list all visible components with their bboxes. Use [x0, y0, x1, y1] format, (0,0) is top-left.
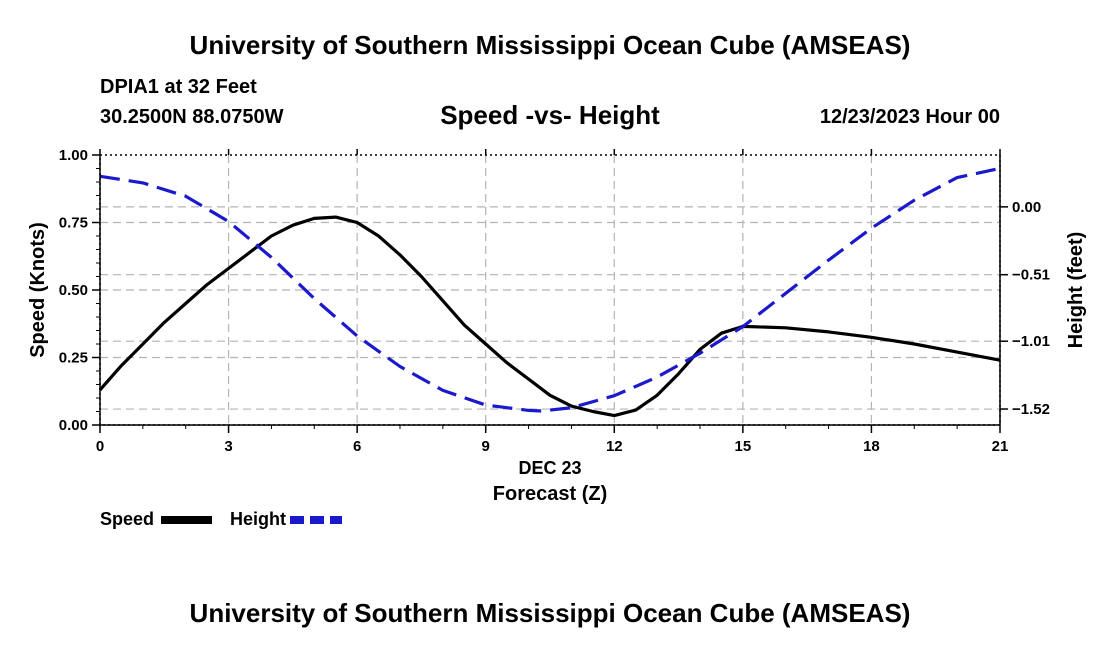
series-lines	[98, 166, 1001, 418]
legend: Speed Height	[100, 509, 342, 529]
tick-labels: 0 3 6 9 12 15 18 21 0.00 0.25 0.50 0.75 1.00 0.00 −0.5…	[59, 147, 1050, 455]
y-tick-label: 1.00	[59, 147, 88, 164]
y-axis-label: Speed (Knots)	[27, 222, 49, 358]
x-sublabel: DEC 23	[518, 458, 581, 478]
x-tick-label: 9	[482, 438, 490, 455]
chart-subtitle: Speed -vs- Height	[440, 100, 660, 130]
chart-footer-title: University of Southern Mississippi Ocean…	[189, 598, 911, 628]
height-series-line	[99, 166, 1001, 413]
x-tick-label: 21	[992, 438, 1009, 455]
y-tick-label: 0.75	[59, 215, 88, 232]
x-tick-label: 18	[863, 438, 880, 455]
x-tick-label: 6	[353, 438, 361, 455]
forecast-datetime: 12/23/2023 Hour 00	[819, 106, 1000, 128]
y2-tick-label: 0.00	[1012, 199, 1041, 216]
y2-axis-label: Height (feet)	[1065, 232, 1087, 349]
chart-main-title: University of Southern Mississippi Ocean…	[189, 30, 911, 60]
legend-speed-label: Speed	[100, 509, 154, 529]
x-axis-label: Forecast (Z)	[493, 483, 607, 505]
y2-tick-label: −1.01	[1012, 333, 1050, 350]
station-label: DPIA1 at 32 Feet	[100, 76, 257, 98]
grid-lines	[100, 155, 1000, 425]
x-tick-label: 3	[224, 438, 232, 455]
y-tick-label: 0.50	[59, 282, 88, 299]
y2-tick-label: −1.52	[1012, 401, 1050, 418]
y-tick-label: 0.00	[59, 417, 88, 434]
legend-height-label: Height	[230, 509, 286, 529]
x-tick-label: 0	[96, 438, 104, 455]
axis-ticks	[92, 149, 1008, 433]
x-tick-label: 15	[735, 438, 752, 455]
y-tick-label: 0.25	[59, 350, 88, 367]
y2-tick-label: −0.51	[1012, 267, 1050, 284]
x-tick-label: 12	[606, 438, 623, 455]
coordinates-label: 30.2500N 88.0750W	[100, 106, 284, 128]
speed-series-line	[98, 215, 1001, 418]
